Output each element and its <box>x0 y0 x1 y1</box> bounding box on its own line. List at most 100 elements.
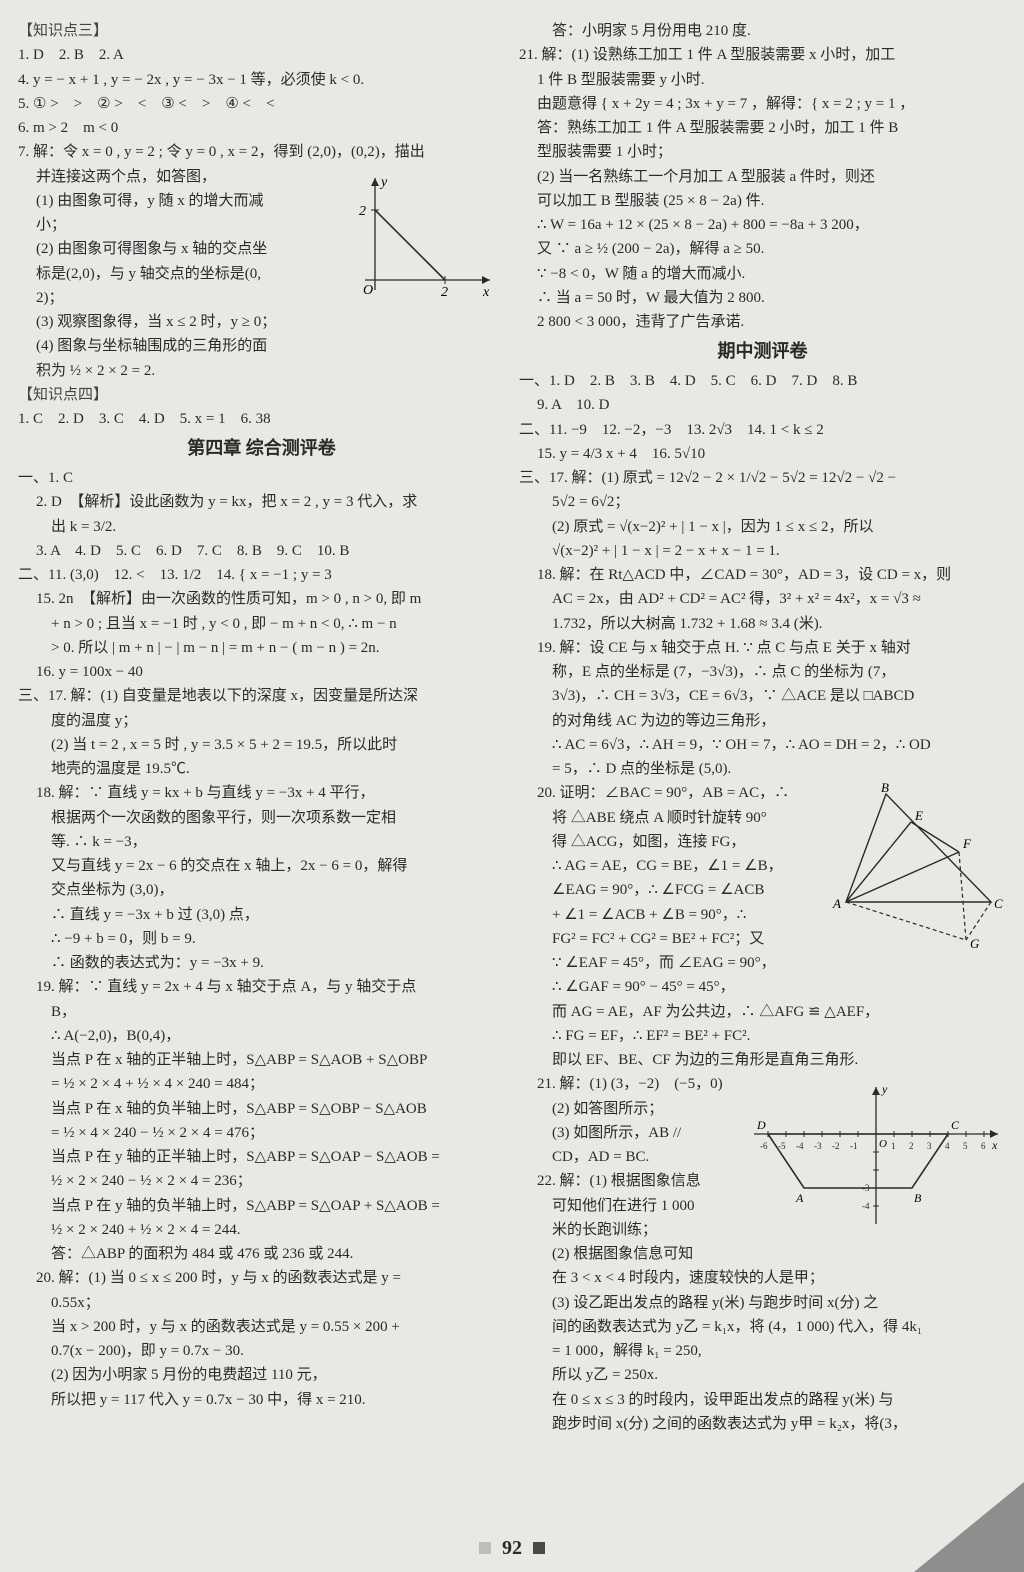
graph-coordinate-trapezoid: D C A B O x y -6-5-4 -3-2-1 123 456 -3-4 <box>746 1079 1006 1237</box>
text-line: ∴ ∠GAF = 90° − 45° = 45°， <box>519 976 1006 999</box>
svg-text:-2: -2 <box>832 1141 840 1151</box>
graph-geometry: A B C E F G <box>831 782 1006 965</box>
text-line: 型服装需要 1 小时； <box>519 141 1006 164</box>
text-line: = ½ × 2 × 4 + ½ × 4 × 240 = 484； <box>18 1073 505 1096</box>
chapter4-title: 第四章 综合测评卷 <box>18 435 505 463</box>
text-line: 20. 解：(1) 当 0 ≤ x ≤ 200 时，y 与 x 的函数表达式是 … <box>18 1267 505 1290</box>
text-line: √(x−2)² + | 1 − x | = 2 − x + x − 1 = 1. <box>519 540 1006 563</box>
text-line: 5. ① > > ② > < ③ < > ④ < < <box>18 93 505 116</box>
text-line: (2) 当一名熟练工一个月加工 A 型服装 a 件时，则还 <box>519 166 1006 189</box>
text-line: 在 3 < x < 4 时段内，速度较快的人是甲； <box>519 1267 1006 1290</box>
q7-block: 并连接这两个点，如答图， (1) 由图象可得，y 随 x 的增大而减 小； (2… <box>18 166 505 359</box>
svg-text:A: A <box>795 1191 804 1205</box>
text-line: 称，E 点的坐标是 (7，−3√3)，∴ 点 C 的坐标为 (7， <box>519 661 1006 684</box>
text-line: 间的函数表达式为 y乙 = k₁x，将 (4，1 000) 代入，得 4k₁ <box>519 1316 1006 1339</box>
text-line: 地壳的温度是 19.5℃. <box>18 758 505 781</box>
svg-text:B: B <box>914 1191 922 1205</box>
svg-text:2: 2 <box>359 204 366 219</box>
svg-text:-4: -4 <box>862 1201 870 1211</box>
text-line: 19. 解：设 CE 与 x 轴交于点 H. ∵ 点 C 与点 E 关于 x 轴… <box>519 637 1006 660</box>
text-line: 1.732，所以大树高 1.732 + 1.68 ≈ 3.4 (米). <box>519 613 1006 636</box>
text-line: 18. 解：∵ 直线 y = kx + b 与直线 y = −3x + 4 平行… <box>18 782 505 805</box>
svg-text:-5: -5 <box>778 1141 786 1151</box>
text-line: 1. D 2. B 2. A <box>18 44 505 67</box>
text-line: 又与直线 y = 2x − 6 的交点在 x 轴上，2x − 6 = 0，解得 <box>18 855 505 878</box>
text-line: ∴ FG = EF，∴ EF² = BE² + FC². <box>519 1025 1006 1048</box>
svg-text:1: 1 <box>891 1141 896 1151</box>
text-line: ∴ −9 + b = 0，则 b = 9. <box>18 928 505 951</box>
square-icon <box>479 1542 491 1554</box>
text-line: 9. A 10. D <box>519 394 1006 417</box>
svg-text:x: x <box>482 285 490 300</box>
text-line: ∴ 函数的表达式为：y = −3x + 9. <box>18 952 505 975</box>
text-line: ½ × 2 × 240 + ½ × 2 × 4 = 244. <box>18 1219 505 1242</box>
text-line: 出 k = 3/2. <box>18 516 505 539</box>
text-line: (3) 设乙距出发点的路程 y(米) 与跑步时间 x(分) 之 <box>519 1292 1006 1315</box>
text-line: 3. A 4. D 5. C 6. D 7. C 8. B 9. C 10. B <box>18 540 505 563</box>
text-line: 答：熟练工加工 1 件 A 型服装需要 2 小时，加工 1 件 B <box>519 117 1006 140</box>
text-line: > 0. 所以 | m + n | − | m − n | = m + n − … <box>18 637 505 660</box>
svg-text:4: 4 <box>945 1141 950 1151</box>
text-line: 16. y = 100x − 40 <box>18 661 505 684</box>
text-line: 即以 EF、BE、CF 为边的三角形是直角三角形. <box>519 1049 1006 1072</box>
svg-text:B: B <box>881 782 889 795</box>
text-line: 答：小明家 5 月份用电 210 度. <box>519 20 1006 43</box>
left-column: 【知识点三】 1. D 2. B 2. A 4. y = − x + 1 , y… <box>18 20 505 1437</box>
text-line: 的对角线 AC 为边的等边三角形， <box>519 710 1006 733</box>
svg-text:6: 6 <box>981 1141 986 1151</box>
text-line: = 5，∴ D 点的坐标是 (5,0). <box>519 758 1006 781</box>
text-line: ∴ AC = 6√3，∴ AH = 9，∵ OH = 7，∴ AO = DH =… <box>519 734 1006 757</box>
text-line: (2) 当 t = 2 , x = 5 时 , y = 3.5 × 5 + 2 … <box>18 734 505 757</box>
svg-text:2: 2 <box>441 285 448 300</box>
text-line: 二、11. −9 12. −2，−3 13. 2√3 14. 1 < k ≤ 2 <box>519 419 1006 442</box>
kp4-title: 【知识点四】 <box>18 384 505 407</box>
text-line: 二、11. (3,0) 12. < 13. 1/2 14. { x = −1 ;… <box>18 564 505 587</box>
graph-line-chart: 2 2 O x y <box>345 170 495 308</box>
svg-text:C: C <box>994 896 1003 911</box>
svg-text:3: 3 <box>927 1141 932 1151</box>
svg-text:-1: -1 <box>850 1141 858 1151</box>
text-line: 积为 ½ × 2 × 2 = 2. <box>18 360 505 383</box>
page-number: 92 <box>0 1533 1024 1564</box>
text-line: (3) 观察图象得，当 x ≤ 2 时，y ≥ 0； <box>18 311 505 334</box>
text-line: = ½ × 4 × 240 − ½ × 2 × 4 = 476； <box>18 1122 505 1145</box>
text-line: 所以把 y = 117 代入 y = 0.7x − 30 中，得 x = 210… <box>18 1389 505 1412</box>
text-line: ∴ 当 a = 50 时，W 最大值为 2 800. <box>519 287 1006 310</box>
page-number-value: 92 <box>502 1537 522 1559</box>
right-column: 答：小明家 5 月份用电 210 度. 21. 解：(1) 设熟练工加工 1 件… <box>519 20 1006 1437</box>
svg-text:-6: -6 <box>760 1141 768 1151</box>
text-line: 3√3)，∴ CH = 3√3，CE = 6√3，∵ △ACE 是以 □ABCD <box>519 685 1006 708</box>
text-line: 而 AG = AE，AF 为公共边，∴ △AFG ≌ △AEF， <box>519 1001 1006 1024</box>
text-line: (2) 因为小明家 5 月份的电费超过 110 元， <box>18 1364 505 1387</box>
text-line: 跑步时间 x(分) 之间的函数表达式为 y甲 = k₂x，将(3， <box>519 1413 1006 1436</box>
text-line: 答：△ABP 的面积为 484 或 476 或 236 或 244. <box>18 1243 505 1266</box>
text-line: 当点 P 在 y 轴的负半轴上时，S△ABP = S△OAP + S△AOB = <box>18 1195 505 1218</box>
text-line: (2) 原式 = √(x−2)² + | 1 − x |，因为 1 ≤ x ≤ … <box>519 516 1006 539</box>
text-line: 1. C 2. D 3. C 4. D 5. x = 1 6. 38 <box>18 408 505 431</box>
text-line: ∴ W = 16a + 12 × (25 × 8 − 2a) + 800 = −… <box>519 214 1006 237</box>
text-line: + n > 0 ; 且当 x = −1 时 , y < 0 , 即 − m + … <box>18 613 505 636</box>
text-line: ∴ 直线 y = −3x + b 过 (3,0) 点， <box>18 904 505 927</box>
text-line: = 1 000，解得 k₁ = 250, <box>519 1340 1006 1363</box>
kp3-title: 【知识点三】 <box>18 20 505 43</box>
text-line: 0.7(x − 200)，即 y = 0.7x − 30. <box>18 1340 505 1363</box>
text-line: 一、1. D 2. B 3. B 4. D 5. C 6. D 7. D 8. … <box>519 370 1006 393</box>
text-line: 1 件 B 型服装需要 y 小时. <box>519 69 1006 92</box>
text-line: 当点 P 在 y 轴的正半轴上时，S△ABP = S△OAP − S△AOB = <box>18 1146 505 1169</box>
text-line: 度的温度 y； <box>18 710 505 733</box>
text-line: 15. 2n 【解析】由一次函数的性质可知，m > 0 , n > 0, 即 m <box>18 588 505 611</box>
square-icon <box>533 1542 545 1554</box>
text-line: ∴ A(−2,0)，B(0,4)， <box>18 1025 505 1048</box>
text-line: B， <box>18 1001 505 1024</box>
page-content: 【知识点三】 1. D 2. B 2. A 4. y = − x + 1 , y… <box>18 20 1006 1437</box>
text-line: 0.55x； <box>18 1292 505 1315</box>
text-line: 6. m > 2 m < 0 <box>18 117 505 140</box>
svg-text:A: A <box>832 896 841 911</box>
text-line: 等. ∴ k = −3， <box>18 831 505 854</box>
svg-text:O: O <box>879 1138 887 1150</box>
svg-text:y: y <box>881 1082 888 1096</box>
text-line: 2. D 【解析】设此函数为 y = kx，把 x = 2 , y = 3 代入… <box>18 491 505 514</box>
q20-block: 20. 证明：∠BAC = 90°，AB = AC，∴ 将 △ABE 绕点 A … <box>519 782 1006 975</box>
svg-text:5: 5 <box>963 1141 968 1151</box>
svg-text:-3: -3 <box>814 1141 822 1151</box>
